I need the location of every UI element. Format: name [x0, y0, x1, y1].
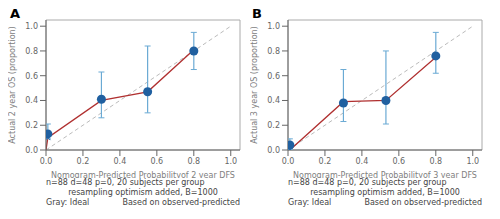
svg-text:0.0: 0.0 — [282, 157, 295, 166]
svg-text:1.0: 1.0 — [267, 22, 280, 31]
svg-text:0.2: 0.2 — [267, 121, 280, 130]
svg-text:1.0: 1.0 — [25, 22, 38, 31]
svg-text:0.6: 0.6 — [392, 157, 405, 166]
svg-text:0.0: 0.0 — [267, 146, 280, 155]
html-text:n=88 d=48 p=0, 20 subjects per: n=88 d=48 p=0, 20 subjects per group — [46, 178, 205, 187]
html-text:Gray: Ideal: Gray: Ideal — [288, 198, 332, 207]
svg-text:0.2: 0.2 — [25, 121, 38, 130]
svg-text:0.2: 0.2 — [319, 157, 332, 166]
svg-text:0.4: 0.4 — [25, 96, 38, 105]
svg-text:0.0: 0.0 — [25, 146, 38, 155]
svg-text:0.2: 0.2 — [77, 157, 90, 166]
svg-text:0.8: 0.8 — [429, 157, 442, 166]
svg-text:0.6: 0.6 — [150, 157, 163, 166]
svg-text:Nomogram-Predicted Probability: Nomogram-Predicted Probabilityof 2 year … — [51, 171, 235, 178]
html-text:resampling optimism added, B=1: resampling optimism added, B=1000 — [68, 188, 218, 197]
html-text:Based on observed-predicted: Based on observed-predicted — [122, 198, 240, 207]
html-text:A: A — [10, 6, 21, 21]
svg-text:1.0: 1.0 — [466, 157, 479, 166]
html-text:B: B — [252, 6, 262, 21]
svg-text:0.4: 0.4 — [356, 157, 369, 166]
svg-text:0.8: 0.8 — [25, 47, 38, 56]
svg-text:0.4: 0.4 — [267, 96, 280, 105]
html-text:n=88 d=48 p=0, 20 subjects per: n=88 d=48 p=0, 20 subjects per group — [288, 178, 447, 187]
svg-text:Actual 3 year OS (proportion): Actual 3 year OS (proportion) — [250, 26, 259, 143]
html-text:resampling optimism added, B=1: resampling optimism added, B=1000 — [310, 188, 460, 197]
svg-text:0.6: 0.6 — [267, 72, 280, 81]
svg-text:0.0: 0.0 — [40, 157, 53, 166]
svg-text:1.0: 1.0 — [224, 157, 237, 166]
svg-text:Nomogram-Predicted Probability: Nomogram-Predicted Probabilityof 3 year … — [293, 171, 477, 178]
html-text:Gray: Ideal: Gray: Ideal — [46, 198, 90, 207]
svg-text:0.6: 0.6 — [25, 72, 38, 81]
html-text:Based on observed-predicted: Based on observed-predicted — [364, 198, 482, 207]
svg-text:0.8: 0.8 — [267, 47, 280, 56]
svg-text:0.4: 0.4 — [114, 157, 127, 166]
svg-text:Actual 2 year OS (proportion): Actual 2 year OS (proportion) — [8, 26, 17, 143]
svg-text:0.8: 0.8 — [187, 157, 200, 166]
